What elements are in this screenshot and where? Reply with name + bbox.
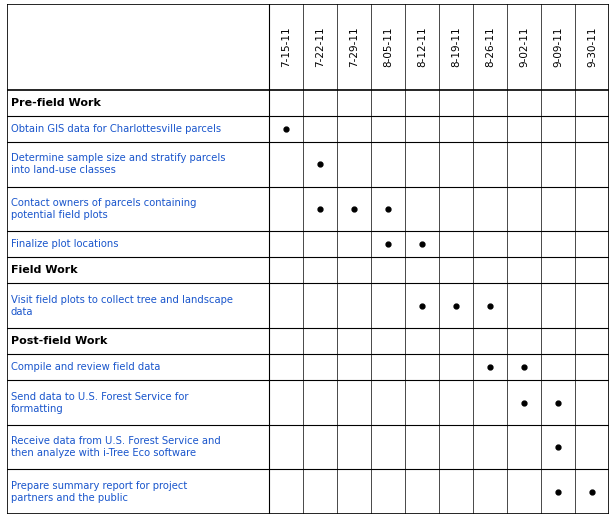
Text: Visit field plots to collect tree and landscape
data: Visit field plots to collect tree and la… (11, 295, 233, 316)
Text: 9-09-11: 9-09-11 (553, 27, 563, 67)
Text: 8-12-11: 8-12-11 (417, 26, 427, 67)
Text: Field Work: Field Work (11, 265, 78, 276)
Text: Send data to U.S. Forest Service for
formatting: Send data to U.S. Forest Service for for… (11, 392, 188, 413)
Text: Pre-field Work: Pre-field Work (11, 98, 101, 108)
Text: 8-26-11: 8-26-11 (485, 26, 495, 67)
Text: Finalize plot locations: Finalize plot locations (11, 239, 119, 249)
Text: Post-field Work: Post-field Work (11, 336, 107, 346)
Text: 7-29-11: 7-29-11 (349, 26, 359, 67)
Text: Contact owners of parcels containing
potential field plots: Contact owners of parcels containing pot… (11, 198, 196, 220)
Text: 9-02-11: 9-02-11 (519, 27, 529, 67)
Text: Prepare summary report for project
partners and the public: Prepare summary report for project partn… (11, 481, 187, 502)
Text: 9-30-11: 9-30-11 (587, 27, 597, 67)
Text: 8-05-11: 8-05-11 (383, 27, 393, 67)
Text: Compile and review field data: Compile and review field data (11, 362, 160, 372)
Text: Receive data from U.S. Forest Service and
then analyze with i-Tree Eco software: Receive data from U.S. Forest Service an… (11, 436, 221, 458)
Text: 7-22-11: 7-22-11 (315, 26, 325, 67)
Text: Obtain GIS data for Charlottesville parcels: Obtain GIS data for Charlottesville parc… (11, 124, 221, 134)
Text: 7-15-11: 7-15-11 (281, 26, 291, 67)
Text: Determine sample size and stratify parcels
into land-use classes: Determine sample size and stratify parce… (11, 153, 225, 176)
Text: 8-19-11: 8-19-11 (451, 26, 461, 67)
